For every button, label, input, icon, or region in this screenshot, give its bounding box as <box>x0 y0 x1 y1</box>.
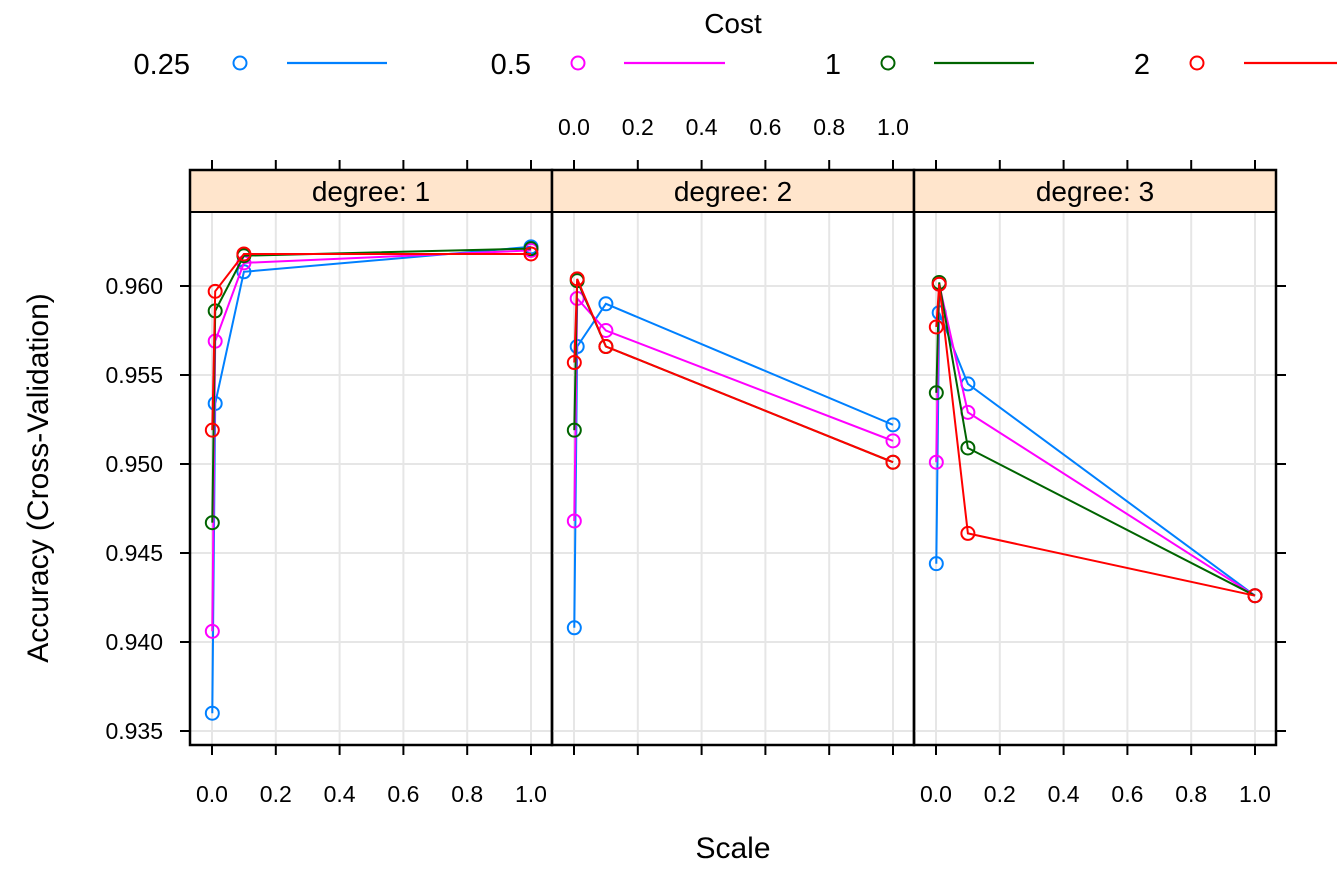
x-tick-label: 0.8 <box>451 781 483 807</box>
x-tick-label-top: 0.0 <box>558 114 590 140</box>
data-point <box>928 454 944 470</box>
x-tick-label: 0.0 <box>196 781 228 807</box>
y-tick-label: 0.955 <box>105 362 163 388</box>
series-cost-2 <box>928 276 1263 604</box>
legend-symbol <box>232 55 248 71</box>
data-point <box>598 339 614 355</box>
legend-entry-2: 0.5 <box>491 49 725 81</box>
series-cost-1 <box>566 273 901 470</box>
series-cost-0.25 <box>566 296 901 636</box>
data-point <box>204 623 220 639</box>
data-point <box>569 271 585 287</box>
series-line <box>573 280 894 464</box>
series-cost-0.5 <box>204 242 539 639</box>
legend-entry-4: 2 <box>1134 49 1337 81</box>
data-point <box>960 525 976 541</box>
y-tick-label: 0.935 <box>105 718 163 744</box>
data-point <box>885 417 901 433</box>
y-tick-label: 0.940 <box>105 629 163 655</box>
panel-border <box>912 168 1278 747</box>
x-tick-label-top: 0.4 <box>686 114 718 140</box>
x-tick-label: 0.6 <box>1111 781 1143 807</box>
data-point <box>236 246 252 262</box>
panel-grid <box>914 212 1276 745</box>
data-point <box>523 246 539 262</box>
x-tick-label: 0.2 <box>260 781 292 807</box>
data-point <box>523 241 539 257</box>
x-tick-label: 0.4 <box>324 781 356 807</box>
data-point <box>204 705 220 721</box>
x-tick-label: 0.4 <box>1048 781 1080 807</box>
legend-entry-1: 0.25 <box>134 49 387 81</box>
panel-grid <box>552 212 914 745</box>
panel-degree-3: degree: 3 <box>912 168 1278 747</box>
x-tick-label-top: 0.2 <box>622 114 654 140</box>
y-axis-title: Accuracy (Cross-Validation) <box>22 293 55 663</box>
data-point <box>204 422 220 438</box>
legend-label: 0.5 <box>491 49 531 81</box>
series-line <box>573 302 894 628</box>
x-tick-label: 1.0 <box>1239 781 1271 807</box>
x-tick-label: 0.8 <box>1175 781 1207 807</box>
series-cost-2 <box>204 246 539 438</box>
series-cost-0.25 <box>204 239 539 721</box>
data-point <box>566 422 582 438</box>
data-point <box>598 296 614 312</box>
legend-label: 2 <box>1134 49 1150 81</box>
data-point <box>960 440 976 456</box>
legend: Cost 0.25 0.5 1 2 <box>134 8 1337 81</box>
panel-border <box>550 168 916 747</box>
legend-label: 0.25 <box>134 49 190 81</box>
x-tick-label-top: 0.8 <box>813 114 845 140</box>
series-line <box>211 253 531 431</box>
strip-label: degree: 1 <box>312 176 430 207</box>
panel-strip <box>189 169 553 213</box>
data-point <box>207 283 223 299</box>
y-tick-label: 0.945 <box>105 540 163 566</box>
data-point <box>204 515 220 531</box>
data-point <box>1247 588 1263 604</box>
x-axis-title: Scale <box>695 832 770 865</box>
panel-grid <box>190 212 552 745</box>
strip-label: degree: 3 <box>1036 176 1154 207</box>
series-line <box>935 283 1256 597</box>
strip-label: degree: 2 <box>674 176 792 207</box>
x-tick-label-top: 1.0 <box>877 114 909 140</box>
data-point <box>928 385 944 401</box>
legend-symbol <box>880 55 896 71</box>
legend-symbol <box>570 55 586 71</box>
data-point <box>885 433 901 449</box>
y-tick-label: 0.960 <box>105 273 163 299</box>
series-line <box>573 278 894 464</box>
x-tick-label: 0.6 <box>387 781 419 807</box>
data-point <box>566 513 582 529</box>
data-point <box>928 319 944 335</box>
legend-symbol <box>1189 55 1205 71</box>
data-point <box>566 620 582 636</box>
series-line <box>211 249 532 632</box>
data-point <box>931 276 947 292</box>
y-tick-label: 0.950 <box>105 451 163 477</box>
data-point <box>885 454 901 470</box>
series-cost-2 <box>566 271 901 470</box>
panel-strip <box>551 169 915 213</box>
series-line <box>935 282 1256 597</box>
x-tick-label: 1.0 <box>515 781 547 807</box>
series-cost-0.5 <box>566 290 901 529</box>
series-line <box>935 284 1256 597</box>
panel-degree-2: degree: 2 <box>550 168 916 747</box>
legend-title: Cost <box>704 8 762 39</box>
x-tick-label: 0.2 <box>984 781 1016 807</box>
series-line <box>211 247 532 523</box>
legend-label: 1 <box>825 49 841 81</box>
x-tick-label: 0.0 <box>920 781 952 807</box>
series-line <box>211 245 532 714</box>
series-line <box>573 295 894 522</box>
legend-entry-3: 1 <box>825 49 1034 81</box>
data-point <box>928 556 944 572</box>
panel-degree-1: degree: 1 <box>188 168 554 747</box>
x-tick-label-top: 0.6 <box>749 114 781 140</box>
data-point <box>566 355 582 371</box>
